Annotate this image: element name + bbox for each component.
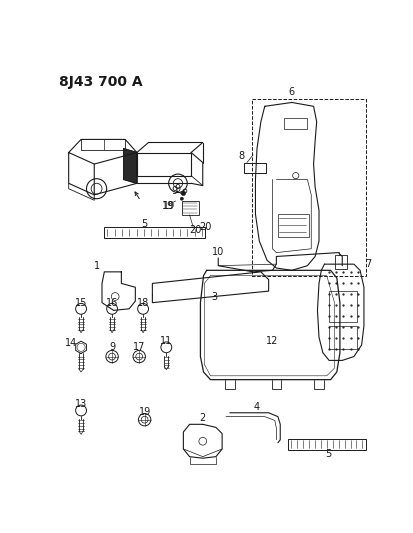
Text: 18: 18 [137, 297, 149, 308]
Text: 8J43 700 A: 8J43 700 A [59, 75, 143, 88]
Bar [329, 326, 357, 349]
Text: 19: 19 [162, 201, 174, 212]
Bar [252, 99, 366, 276]
Text: 16: 16 [106, 297, 118, 308]
Bar [284, 118, 307, 130]
Text: 10: 10 [212, 247, 224, 257]
Text: 7: 7 [365, 259, 371, 269]
Text: 2: 2 [199, 413, 206, 423]
Text: 6: 6 [289, 87, 295, 96]
Bar [335, 255, 347, 269]
Bar [278, 214, 309, 237]
Text: 4: 4 [254, 401, 260, 411]
Text: 9: 9 [174, 184, 180, 193]
Text: 9: 9 [109, 342, 115, 352]
Text: 8: 8 [238, 151, 244, 161]
Text: 5: 5 [142, 219, 148, 229]
Polygon shape [124, 149, 137, 183]
Text: 1: 1 [93, 261, 100, 271]
Circle shape [180, 197, 183, 200]
Text: 19: 19 [163, 201, 176, 212]
Text: 17: 17 [133, 342, 145, 352]
Text: 15: 15 [75, 297, 87, 308]
Text: 9: 9 [172, 186, 178, 196]
Bar [329, 291, 357, 322]
Text: 20: 20 [189, 224, 201, 235]
Bar [182, 201, 199, 215]
Text: 12: 12 [266, 336, 279, 346]
Text: 20: 20 [199, 222, 211, 232]
Text: 14: 14 [65, 338, 77, 348]
Circle shape [181, 191, 186, 196]
Text: 11: 11 [160, 336, 173, 346]
Bar [288, 439, 366, 450]
Bar [104, 227, 205, 238]
Text: 5: 5 [325, 449, 331, 459]
Bar [244, 163, 266, 173]
Text: 13: 13 [75, 399, 87, 409]
Text: 3: 3 [211, 292, 217, 302]
Text: 19: 19 [138, 407, 151, 417]
